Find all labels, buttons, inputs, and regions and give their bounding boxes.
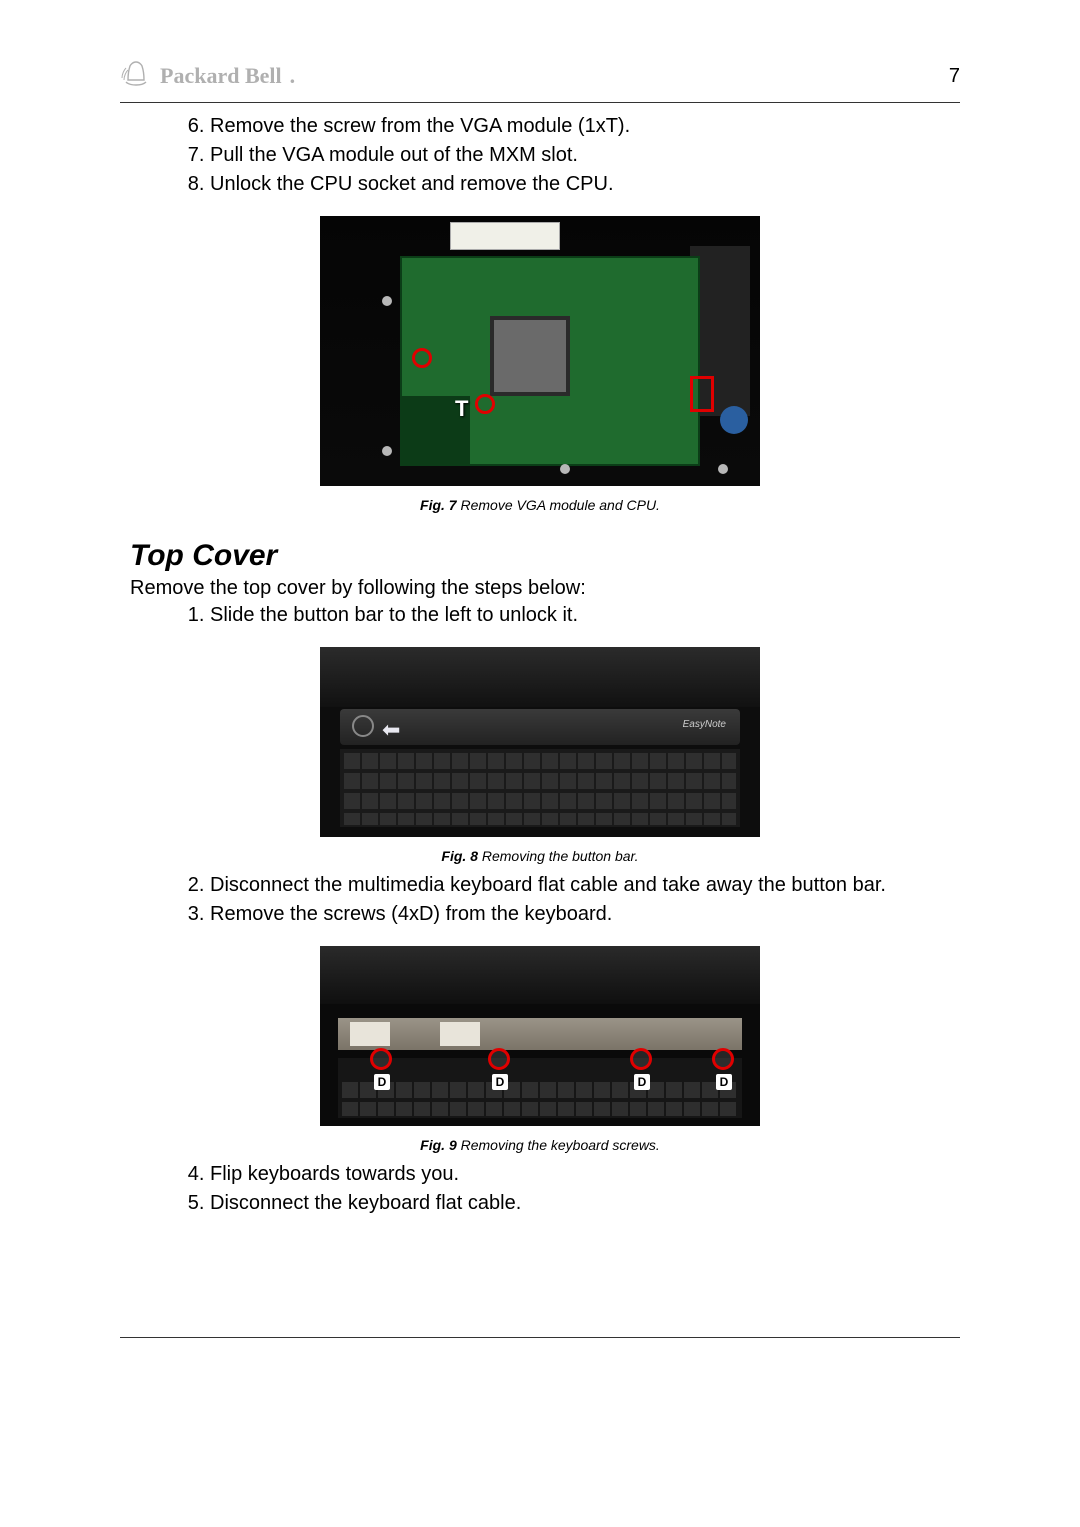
screw-label: D (374, 1074, 390, 1090)
overlay-t-label: T (455, 396, 468, 422)
bell-icon (120, 60, 152, 92)
arrow-left-icon: ⬅ (382, 717, 400, 743)
step-item: Remove the screw from the VGA module (1x… (210, 113, 950, 140)
figure-7-image: T (320, 216, 760, 486)
steps-top-cover-b: Disconnect the multimedia keyboard flat … (130, 872, 950, 928)
step-item: Slide the button bar to the left to unlo… (210, 602, 950, 629)
figure-8-caption: Fig. 8 Removing the button bar. (130, 848, 950, 864)
page-content: Remove the screw from the VGA module (1x… (120, 113, 960, 1217)
laptop-brand-label: EasyNote (683, 719, 726, 730)
figure-9-image: D D D D (320, 946, 760, 1126)
screw-label: D (634, 1074, 650, 1090)
figure-8: ⬅ EasyNote Fig. 8 Removing the button ba… (130, 647, 950, 864)
step-item: Disconnect the multimedia keyboard flat … (210, 872, 950, 899)
figure-9: D D D D Fig. 9 Removing the keyboard scr… (130, 946, 950, 1153)
figure-8-image: ⬅ EasyNote (320, 647, 760, 837)
step-item: Unlock the CPU socket and remove the CPU… (210, 171, 950, 198)
step-item: Remove the screws (4xD) from the keyboar… (210, 901, 950, 928)
step-item: Pull the VGA module out of the MXM slot. (210, 142, 950, 169)
steps-top-cover-a: Slide the button bar to the left to unlo… (130, 602, 950, 629)
figure-7-caption: Fig. 7 Remove VGA module and CPU. (130, 497, 950, 513)
figure-7: T Fig. 7 Remove VGA module and CPU. (130, 216, 950, 513)
page-number: 7 (949, 65, 960, 88)
steps-upper: Remove the screw from the VGA module (1x… (130, 113, 950, 198)
page: Packard Bell. 7 Remove the screw from th… (120, 60, 960, 1338)
screw-label: D (716, 1074, 732, 1090)
figure-9-caption: Fig. 9 Removing the keyboard screws. (130, 1137, 950, 1153)
footer-rule (120, 1337, 960, 1338)
brand-logo: Packard Bell. (120, 60, 295, 92)
screw-label: D (492, 1074, 508, 1090)
section-heading-top-cover: Top Cover (130, 539, 950, 573)
page-header: Packard Bell. 7 (120, 60, 960, 103)
step-item: Flip keyboards towards you. (210, 1161, 950, 1188)
section-intro: Remove the top cover by following the st… (130, 577, 950, 600)
brand-text: Packard Bell (160, 63, 282, 89)
step-item: Disconnect the keyboard flat cable. (210, 1190, 950, 1217)
steps-top-cover-c: Flip keyboards towards you. Disconnect t… (130, 1161, 950, 1217)
